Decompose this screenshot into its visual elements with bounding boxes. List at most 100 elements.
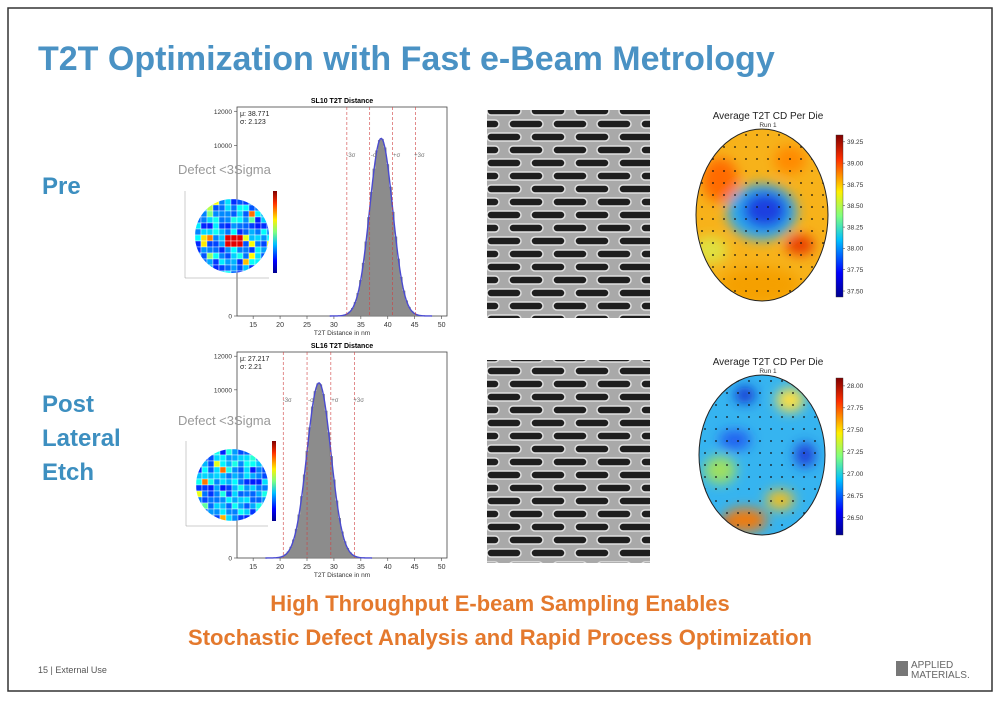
die-dot	[745, 206, 747, 208]
die-dot	[822, 194, 824, 196]
die-dot	[737, 476, 739, 478]
die-dot	[704, 392, 706, 394]
inset-cell	[242, 222, 250, 230]
die-dot	[770, 380, 772, 382]
x-tick-label: 30	[330, 564, 338, 571]
die-dot	[803, 416, 805, 418]
die-dot	[715, 416, 717, 418]
die-dot	[712, 242, 714, 244]
die-dot	[800, 158, 802, 160]
wafer-blobs	[696, 146, 814, 301]
inset-cell	[248, 228, 256, 236]
die-dot	[734, 218, 736, 220]
die-dot	[723, 218, 725, 220]
die-dot	[767, 134, 769, 136]
inset-cell	[224, 204, 232, 212]
die-dot	[770, 488, 772, 490]
die-dot	[759, 524, 761, 526]
die-dot	[781, 500, 783, 502]
map-subtitle: Run 1	[759, 368, 777, 375]
inset-cell	[219, 514, 227, 521]
die-dot	[814, 416, 816, 418]
x-tick-label: 35	[357, 564, 365, 571]
die-dot	[745, 290, 747, 292]
die-dot	[767, 218, 769, 220]
die-dot	[723, 230, 725, 232]
inset-cell	[195, 264, 202, 272]
inset-cell	[237, 490, 245, 498]
die-dot	[734, 230, 736, 232]
inset-cell	[206, 264, 214, 272]
die-dot	[715, 392, 717, 394]
colorbar-label: 28.00	[847, 383, 864, 390]
die-dot	[803, 404, 805, 406]
inset-cell	[231, 449, 239, 456]
die-dot	[814, 464, 816, 466]
inset-cell	[249, 502, 257, 510]
die-dot	[734, 170, 736, 172]
die-dot	[704, 464, 706, 466]
inset-cell	[255, 466, 263, 474]
die-dot	[756, 158, 758, 160]
die-dot	[778, 290, 780, 292]
die-dot	[726, 464, 728, 466]
die-dot	[723, 206, 725, 208]
die-dot	[726, 512, 728, 514]
die-dot	[748, 428, 750, 430]
die-dot	[792, 488, 794, 490]
inset-cell	[255, 496, 263, 504]
die-dot	[756, 218, 758, 220]
inset-cell	[218, 252, 226, 260]
die-dot	[814, 404, 816, 406]
inset-cell	[200, 252, 208, 260]
inset-cell	[243, 484, 251, 492]
die-dot	[715, 440, 717, 442]
die-dot	[781, 524, 783, 526]
die-dot	[701, 278, 703, 280]
die-dot	[723, 278, 725, 280]
die-dot	[814, 440, 816, 442]
die-dot	[822, 230, 824, 232]
die-dot	[748, 404, 750, 406]
inset-cell	[242, 246, 250, 254]
inset-cell	[242, 240, 250, 248]
colorbar-label: 38.50	[847, 203, 864, 210]
die-dot	[822, 278, 824, 280]
die-dot	[811, 278, 813, 280]
inset-cell	[219, 508, 227, 516]
colorbar-label: 27.50	[847, 427, 864, 434]
die-dot	[800, 206, 802, 208]
inset-colorbar	[273, 191, 277, 273]
die-dot	[811, 242, 813, 244]
inset-cell	[218, 234, 226, 242]
inset-cell	[237, 466, 245, 474]
die-dot	[701, 158, 703, 160]
die-dot	[701, 218, 703, 220]
die-dot	[811, 134, 813, 136]
inset-cell	[195, 240, 202, 248]
inset-cell	[206, 258, 214, 266]
die-dot	[712, 254, 714, 256]
inset-cell	[224, 199, 232, 206]
y-tick-label: 0	[228, 556, 232, 563]
inset-cell	[213, 472, 221, 480]
inset-cell	[230, 210, 238, 218]
inset-cell	[260, 228, 268, 236]
die-dot	[701, 182, 703, 184]
inset-cell	[196, 454, 203, 462]
die-dot	[737, 524, 739, 526]
inset-cell	[200, 204, 208, 212]
sigma-label: +3σ	[414, 153, 425, 159]
die-dot	[792, 380, 794, 382]
colorbar-label: 38.25	[847, 224, 864, 231]
sigma-label: -3σ	[346, 153, 355, 159]
colorbar	[835, 134, 844, 298]
colorbar-label: 27.00	[847, 471, 864, 478]
inset-cell	[195, 270, 202, 273]
die-dot	[811, 254, 813, 256]
inset-cell	[248, 210, 256, 218]
inset-cell	[201, 490, 209, 498]
inset-cell	[242, 228, 250, 236]
inset-cell	[242, 210, 250, 218]
die-dot	[792, 440, 794, 442]
